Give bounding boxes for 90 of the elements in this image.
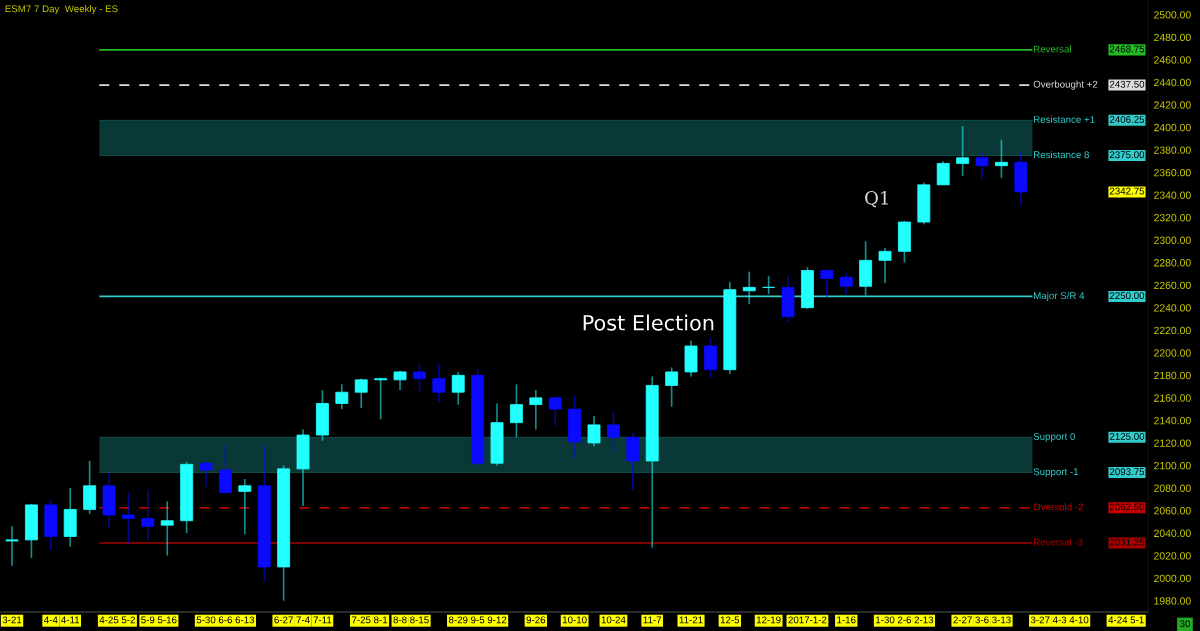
y-tick-label: 2380.00 [1154, 146, 1191, 154]
ref-line-label: Reversal -3 [1034, 538, 1083, 546]
ref-line-label: Overbought +2 [1033, 80, 1098, 90]
x-tick-label: 11-21 [679, 616, 703, 624]
annotation: 2437.50 [1109, 80, 1145, 88]
x-tick-label: 3-13 [992, 616, 1011, 624]
x-tick-label: 5-9 [141, 616, 155, 624]
ref-line-label: Reversal [1034, 45, 1071, 53]
x-tick-label: 12-19 [756, 616, 781, 624]
y-tick-label: 2500.00 [1154, 11, 1191, 19]
annotation: 2468.75 [1109, 45, 1145, 53]
x-tick-label: 8-1 [374, 616, 388, 624]
y-tick-label: 2320.00 [1154, 214, 1191, 222]
x-tick-label: 2017-1-2 [788, 616, 827, 624]
y-tick-label: 2140.00 [1154, 416, 1191, 425]
y-tick-label: 2260.00 [1154, 281, 1191, 290]
annotation: Post Election [583, 314, 714, 331]
y-tick-label: 2080.00 [1154, 484, 1191, 492]
x-tick-label: 11-7 [643, 616, 662, 624]
y-tick-label: 2420.00 [1154, 101, 1191, 109]
x-tick-label: 4-24 [1108, 616, 1128, 624]
x-tick-label: 2-6 [897, 616, 912, 624]
y-tick-label: 2400.00 [1154, 123, 1191, 132]
text: 30 [1179, 620, 1191, 628]
x-tick-label: 7-11 [313, 616, 332, 624]
annotation: 2250.00 [1109, 292, 1145, 300]
y-tick-label: 2240.00 [1154, 304, 1191, 312]
x-tick-label: 8-15 [410, 616, 429, 624]
ref-line-label: Major S/R 4 [1034, 291, 1085, 301]
ref-line-label: Oversold -2 [1033, 503, 1083, 511]
y-tick-label: 2180.00 [1154, 371, 1191, 380]
y-tick-label: 2340.00 [1154, 191, 1191, 199]
x-tick-label: 7-25 [352, 616, 371, 624]
x-tick-label: 5-1 [1130, 616, 1144, 624]
x-tick-label: 9-5 [471, 616, 485, 624]
x-tick-label: 1-30 [876, 616, 895, 624]
y-tick-label: 2360.00 [1154, 168, 1191, 177]
x-tick-label: 10-24 [601, 616, 626, 624]
x-tick-label: 2-27 [953, 616, 972, 624]
x-tick-label: 4-11 [61, 616, 80, 624]
x-tick-label: 1-16 [837, 616, 856, 624]
y-tick-label: 1980.00 [1154, 597, 1191, 605]
annotation: 2062.50 [1109, 503, 1145, 511]
x-tick-label: 12-5 [720, 616, 740, 624]
y-tick-label: 2160.00 [1154, 394, 1191, 402]
annotation: 2342.75 [1109, 187, 1145, 195]
y-tick-label: 2000.00 [1154, 574, 1191, 583]
y-tick-label: 2440.00 [1154, 78, 1191, 87]
y-tick-label: 2200.00 [1154, 349, 1191, 357]
y-tick-label: 2060.00 [1154, 507, 1191, 515]
x-tick-label: 3-21 [2, 616, 22, 624]
x-tick-label: 3-6 [975, 616, 989, 624]
chart-title: ESM7 7 Day Weekly - ES [5, 5, 118, 15]
annotation: 2406.25 [1109, 116, 1145, 123]
x-tick-label: 2-13 [914, 616, 934, 624]
x-tick-label: 3-27 [1030, 616, 1050, 624]
y-tick-label: 2480.00 [1154, 33, 1191, 42]
y-tick-label: 2040.00 [1154, 529, 1191, 537]
ref-line-label: Resistance +1 [1034, 115, 1095, 123]
annotation: Q1 [865, 191, 888, 208]
x-tick-label: 6-6 [218, 616, 233, 624]
y-tick-label: 2100.00 [1154, 461, 1191, 470]
annotation: 2031.25 [1109, 538, 1145, 546]
y-tick-label: 2220.00 [1154, 326, 1191, 335]
y-tick-label: 2120.00 [1154, 439, 1191, 447]
x-tick-label: 10-10 [562, 616, 587, 624]
x-tick-label: 4-10 [1069, 616, 1089, 624]
annotation: 2125.00 [1109, 433, 1145, 440]
ref-line-label: Support -1 [1033, 468, 1079, 478]
x-tick-label: 7-4 [296, 616, 310, 624]
y-tick-label: 2460.00 [1154, 56, 1191, 64]
x-tick-label: 8-29 [448, 616, 468, 624]
annotation: 2093.75 [1109, 468, 1145, 476]
ref-line-label: Support 0 [1033, 433, 1075, 442]
x-tick-label: 5-2 [121, 616, 135, 624]
x-tick-label: 4-3 [1052, 616, 1067, 624]
x-tick-label: 4-4 [44, 616, 58, 624]
x-tick-label: 5-16 [157, 616, 177, 624]
y-tick-label: 2020.00 [1154, 552, 1191, 560]
y-tick-label: 2300.00 [1154, 236, 1191, 244]
x-tick-label: 5-30 [196, 616, 216, 624]
x-tick-label: 9-12 [487, 616, 507, 624]
x-tick-label: 4-25 [99, 616, 119, 624]
x-tick-label: 9-26 [526, 616, 546, 624]
annotation: 2375.00 [1109, 151, 1145, 159]
x-tick-label: 6-13 [235, 616, 255, 624]
x-tick-label: 8-8 [393, 616, 407, 624]
x-tick-label: 6-27 [274, 616, 293, 624]
y-tick-label: 2280.00 [1154, 259, 1191, 267]
ref-line-label: Resistance 8 [1034, 151, 1089, 159]
